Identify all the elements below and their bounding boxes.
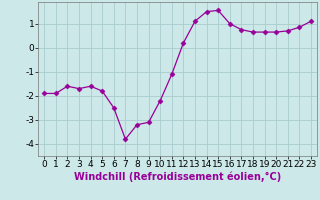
X-axis label: Windchill (Refroidissement éolien,°C): Windchill (Refroidissement éolien,°C) bbox=[74, 172, 281, 182]
